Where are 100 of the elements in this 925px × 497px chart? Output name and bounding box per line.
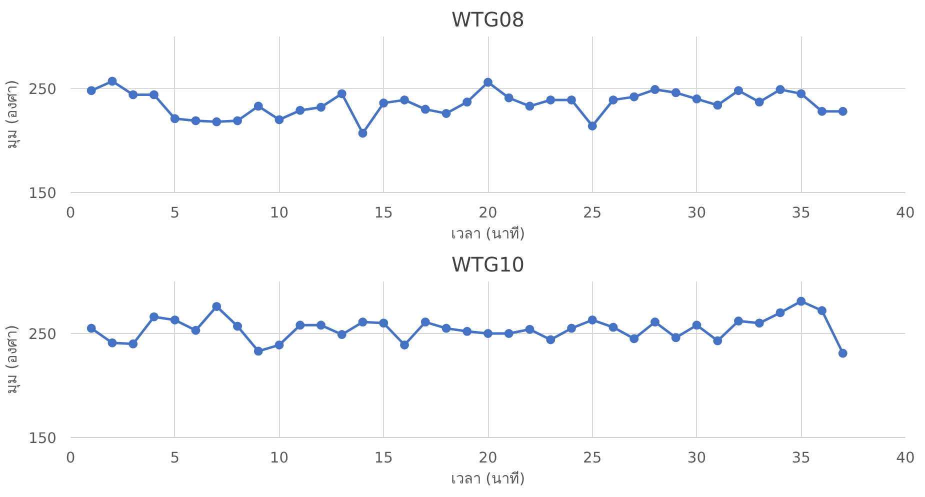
x-tick-label: 30 (687, 450, 706, 466)
point (754, 98, 764, 107)
x-tick-label: 35 (792, 450, 810, 466)
point (379, 318, 388, 328)
x-axis-title: เวลา (นาที) (450, 470, 526, 488)
point (254, 102, 263, 111)
point (588, 315, 597, 324)
point (108, 76, 117, 86)
point (484, 329, 492, 338)
point (796, 89, 806, 98)
point (233, 322, 242, 331)
point (796, 296, 806, 306)
point (588, 121, 597, 130)
chart-title: WTG08 (452, 8, 524, 32)
x-axis-title: เวลา (นาที) (450, 226, 526, 242)
chart-title: WTG10 (452, 252, 524, 276)
x-tick-label: 30 (687, 204, 706, 222)
point (525, 102, 534, 111)
y-tick-label: 150 (28, 185, 57, 202)
point (170, 114, 180, 124)
point (442, 108, 451, 118)
point (150, 312, 158, 322)
point (671, 333, 680, 342)
x-tick-label: 40 (896, 204, 915, 222)
point (400, 340, 409, 350)
point (567, 95, 576, 104)
point (191, 326, 200, 335)
x-tick-label: 25 (583, 204, 602, 222)
point (337, 89, 346, 98)
point (838, 106, 848, 116)
point (274, 340, 284, 350)
point (546, 95, 556, 104)
point (379, 98, 388, 108)
y-tick-label: 250 (28, 326, 57, 343)
point (608, 322, 618, 332)
point (776, 308, 785, 318)
point (442, 324, 451, 333)
y-axis-title: มุม (องศา) (4, 80, 21, 150)
point (734, 316, 743, 326)
point (86, 324, 96, 333)
point (504, 93, 514, 102)
x-tick-label: 25 (583, 450, 602, 466)
point (462, 98, 472, 107)
point (650, 318, 660, 327)
x-tick-label: 10 (270, 450, 289, 466)
point (630, 334, 639, 344)
x-tick-label: 0 (66, 204, 76, 222)
point (818, 306, 826, 316)
point (713, 336, 722, 346)
x-tick-label: 20 (478, 204, 498, 222)
point (108, 338, 117, 348)
point (420, 104, 430, 114)
point (420, 318, 430, 327)
point (630, 92, 639, 102)
x-tick-label: 35 (792, 204, 810, 222)
point (504, 329, 514, 338)
point (358, 128, 368, 138)
point (650, 85, 660, 94)
point (713, 100, 722, 110)
point (337, 330, 346, 340)
point (128, 90, 138, 100)
point (776, 85, 785, 94)
x-tick-label: 5 (170, 450, 180, 466)
point (734, 86, 743, 96)
point (296, 320, 305, 330)
y-tick-label: 150 (28, 430, 57, 447)
point (608, 95, 618, 104)
point (150, 90, 158, 100)
point (692, 320, 702, 330)
point (128, 339, 138, 348)
point (671, 88, 680, 98)
point (212, 117, 222, 126)
point (233, 116, 242, 126)
x-tick-label: 0 (66, 450, 76, 466)
point (358, 318, 368, 327)
point (170, 315, 180, 324)
point (838, 348, 848, 358)
point (754, 318, 764, 328)
x-tick-label: 10 (270, 204, 289, 222)
y-axis-title: มุม (องศา) (4, 324, 21, 394)
point (400, 95, 409, 104)
point (462, 326, 472, 336)
x-tick-label: 15 (374, 450, 393, 466)
point (692, 94, 702, 104)
point (212, 302, 222, 311)
point (567, 324, 576, 333)
point (254, 346, 263, 356)
point (818, 106, 826, 116)
point (546, 335, 556, 344)
y-tick-label: 250 (28, 81, 57, 98)
x-tick-label: 20 (478, 450, 498, 466)
point (316, 102, 326, 112)
point (191, 116, 200, 126)
x-tick-label: 15 (374, 204, 393, 222)
point (484, 78, 492, 87)
x-tick-label: 40 (896, 450, 915, 466)
point (274, 115, 284, 124)
x-tick-label: 5 (170, 204, 180, 222)
point (296, 106, 305, 115)
point (525, 324, 534, 334)
